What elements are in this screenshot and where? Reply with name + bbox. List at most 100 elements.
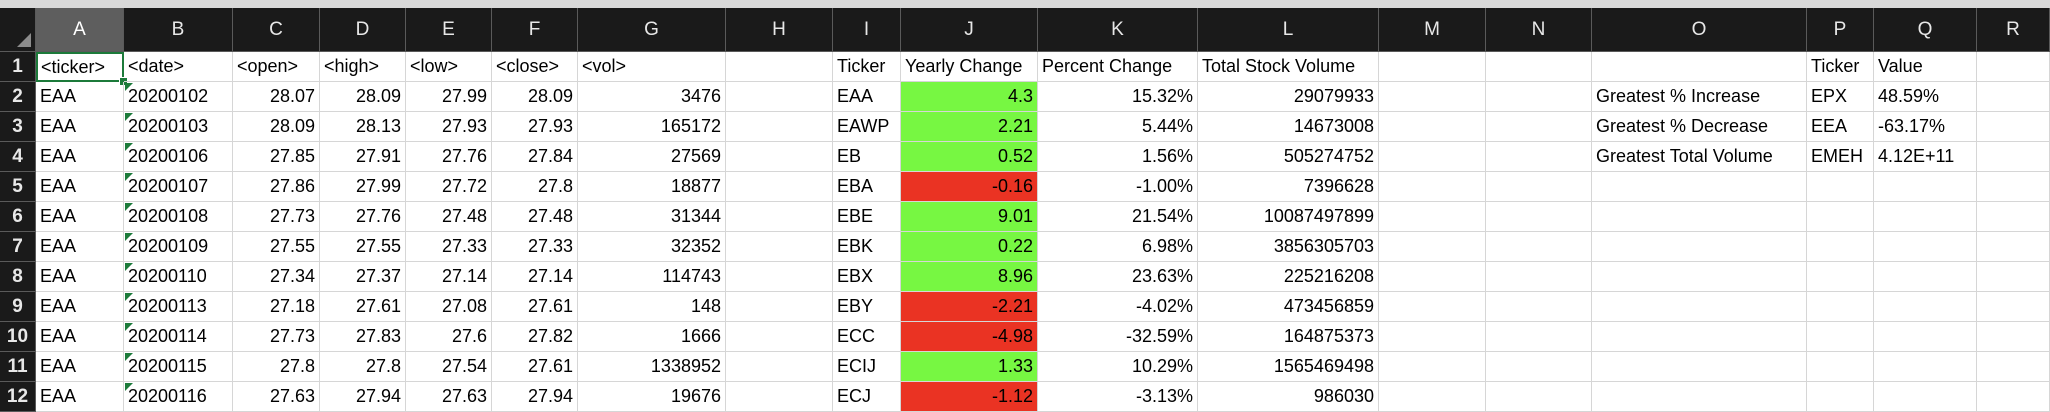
cell-i11[interactable]: ECIJ <box>833 352 901 382</box>
cell-e4[interactable]: 27.76 <box>406 142 492 172</box>
cell-l2[interactable]: 29079933 <box>1198 82 1379 112</box>
cell-l7[interactable]: 3856305703 <box>1198 232 1379 262</box>
cell-f3[interactable]: 27.93 <box>492 112 578 142</box>
cell-p12[interactable] <box>1807 382 1874 412</box>
cell-q12[interactable] <box>1874 382 1977 412</box>
cell-l8[interactable]: 225216208 <box>1198 262 1379 292</box>
cell-e10[interactable]: 27.6 <box>406 322 492 352</box>
cell-j6[interactable]: 9.01 <box>901 202 1038 232</box>
cell-c4[interactable]: 27.85 <box>233 142 320 172</box>
cell-c11[interactable]: 27.8 <box>233 352 320 382</box>
column-header-m[interactable]: M <box>1379 8 1486 52</box>
number-as-text-warning-icon[interactable] <box>125 113 133 121</box>
cell-h1[interactable] <box>726 52 833 82</box>
cell-n6[interactable] <box>1486 202 1592 232</box>
cell-d6[interactable]: 27.76 <box>320 202 406 232</box>
cell-b4[interactable]: 20200106 <box>124 142 233 172</box>
cell-a12[interactable]: EAA <box>36 382 124 412</box>
cell-a3[interactable]: EAA <box>36 112 124 142</box>
cell-q4[interactable]: 4.12E+11 <box>1874 142 1977 172</box>
cell-m9[interactable] <box>1379 292 1486 322</box>
column-header-e[interactable]: E <box>406 8 492 52</box>
number-as-text-warning-icon[interactable] <box>125 203 133 211</box>
cell-n11[interactable] <box>1486 352 1592 382</box>
cell-r5[interactable] <box>1977 172 2050 202</box>
cell-n5[interactable] <box>1486 172 1592 202</box>
cell-j7[interactable]: 0.22 <box>901 232 1038 262</box>
cell-a8[interactable]: EAA <box>36 262 124 292</box>
cell-g11[interactable]: 1338952 <box>578 352 726 382</box>
cell-l4[interactable]: 505274752 <box>1198 142 1379 172</box>
row-header-7[interactable]: 7 <box>0 232 36 262</box>
cell-g10[interactable]: 1666 <box>578 322 726 352</box>
cell-a4[interactable]: EAA <box>36 142 124 172</box>
cell-p10[interactable] <box>1807 322 1874 352</box>
cell-p2[interactable]: EPX <box>1807 82 1874 112</box>
cell-b11[interactable]: 20200115 <box>124 352 233 382</box>
cell-k10[interactable]: -32.59% <box>1038 322 1198 352</box>
cell-o9[interactable] <box>1592 292 1807 322</box>
cell-b12[interactable]: 20200116 <box>124 382 233 412</box>
cell-i3[interactable]: EAWP <box>833 112 901 142</box>
cell-n4[interactable] <box>1486 142 1592 172</box>
cell-m11[interactable] <box>1379 352 1486 382</box>
cell-d10[interactable]: 27.83 <box>320 322 406 352</box>
cell-q6[interactable] <box>1874 202 1977 232</box>
cell-p8[interactable] <box>1807 262 1874 292</box>
cell-i12[interactable]: ECJ <box>833 382 901 412</box>
column-header-q[interactable]: Q <box>1874 8 1977 52</box>
cell-m7[interactable] <box>1379 232 1486 262</box>
cell-d5[interactable]: 27.99 <box>320 172 406 202</box>
cell-a9[interactable]: EAA <box>36 292 124 322</box>
cell-j3[interactable]: 2.21 <box>901 112 1038 142</box>
cell-b6[interactable]: 20200108 <box>124 202 233 232</box>
cell-l5[interactable]: 7396628 <box>1198 172 1379 202</box>
cell-c3[interactable]: 28.09 <box>233 112 320 142</box>
number-as-text-warning-icon[interactable] <box>125 173 133 181</box>
column-header-r[interactable]: R <box>1977 8 2050 52</box>
cell-c10[interactable]: 27.73 <box>233 322 320 352</box>
cell-o10[interactable] <box>1592 322 1807 352</box>
cell-e2[interactable]: 27.99 <box>406 82 492 112</box>
cell-c6[interactable]: 27.73 <box>233 202 320 232</box>
column-header-o[interactable]: O <box>1592 8 1807 52</box>
cell-l10[interactable]: 164875373 <box>1198 322 1379 352</box>
cell-g2[interactable]: 3476 <box>578 82 726 112</box>
cell-l3[interactable]: 14673008 <box>1198 112 1379 142</box>
cell-m4[interactable] <box>1379 142 1486 172</box>
cell-k1[interactable]: Percent Change <box>1038 52 1198 82</box>
cell-m6[interactable] <box>1379 202 1486 232</box>
cell-l1[interactable]: Total Stock Volume <box>1198 52 1379 82</box>
cell-r1[interactable] <box>1977 52 2050 82</box>
cell-j11[interactable]: 1.33 <box>901 352 1038 382</box>
cell-d9[interactable]: 27.61 <box>320 292 406 322</box>
cell-k11[interactable]: 10.29% <box>1038 352 1198 382</box>
column-header-h[interactable]: H <box>726 8 833 52</box>
cell-f6[interactable]: 27.48 <box>492 202 578 232</box>
cell-a10[interactable]: EAA <box>36 322 124 352</box>
cell-j5[interactable]: -0.16 <box>901 172 1038 202</box>
cell-r3[interactable] <box>1977 112 2050 142</box>
cell-a1[interactable]: <ticker> <box>36 52 124 82</box>
cell-k7[interactable]: 6.98% <box>1038 232 1198 262</box>
cell-b1[interactable]: <date> <box>124 52 233 82</box>
cell-o3[interactable]: Greatest % Decrease <box>1592 112 1807 142</box>
cell-d7[interactable]: 27.55 <box>320 232 406 262</box>
cell-h4[interactable] <box>726 142 833 172</box>
cell-g7[interactable]: 32352 <box>578 232 726 262</box>
cell-a7[interactable]: EAA <box>36 232 124 262</box>
select-all-button[interactable] <box>0 8 36 52</box>
cell-o1[interactable] <box>1592 52 1807 82</box>
cell-q9[interactable] <box>1874 292 1977 322</box>
cell-g6[interactable]: 31344 <box>578 202 726 232</box>
cell-i8[interactable]: EBX <box>833 262 901 292</box>
cell-l11[interactable]: 1565469498 <box>1198 352 1379 382</box>
cell-h6[interactable] <box>726 202 833 232</box>
cell-i9[interactable]: EBY <box>833 292 901 322</box>
cell-b7[interactable]: 20200109 <box>124 232 233 262</box>
cell-f5[interactable]: 27.8 <box>492 172 578 202</box>
number-as-text-warning-icon[interactable] <box>125 383 133 391</box>
cell-j8[interactable]: 8.96 <box>901 262 1038 292</box>
cell-j1[interactable]: Yearly Change <box>901 52 1038 82</box>
number-as-text-warning-icon[interactable] <box>125 353 133 361</box>
